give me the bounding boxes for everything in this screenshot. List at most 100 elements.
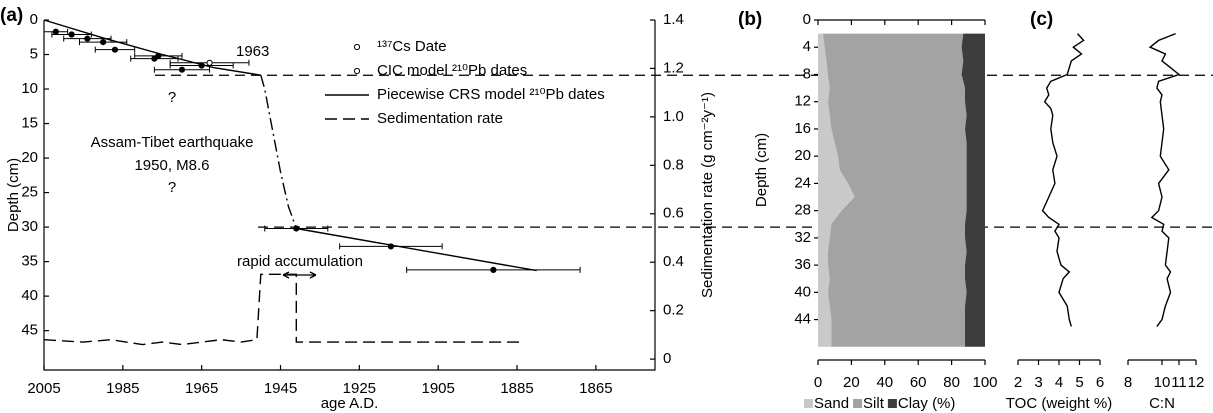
data-point bbox=[111, 46, 119, 53]
data-point bbox=[52, 28, 59, 35]
area-segment bbox=[818, 33, 855, 347]
x-tick-label: 1905 bbox=[422, 380, 455, 397]
annotation-arrow bbox=[282, 271, 317, 279]
y2-tick-label: 0.4 bbox=[663, 253, 684, 270]
y-tick-label: 30 bbox=[21, 218, 38, 235]
legend-label: Silt bbox=[863, 395, 885, 412]
legend-swatch bbox=[804, 399, 813, 408]
x-tick-label: 1965 bbox=[185, 380, 218, 397]
y-tick-label: 32 bbox=[794, 229, 811, 246]
x-tick-label: 1945 bbox=[264, 380, 297, 397]
y-tick-label: 25 bbox=[21, 184, 38, 201]
data-line bbox=[43, 19, 537, 272]
x-tick-label: 60 bbox=[910, 374, 927, 391]
x-tick-label: 1925 bbox=[343, 380, 376, 397]
y-tick-label: 40 bbox=[21, 287, 38, 304]
x-tick-label: 40 bbox=[876, 374, 893, 391]
y2-axis-label: Sedimentation rate (g cm⁻²y⁻¹) bbox=[699, 92, 716, 298]
x-tick-label: 20 bbox=[843, 374, 860, 391]
x-tick-label: 12 bbox=[1188, 374, 1205, 391]
panel-label: (b) bbox=[738, 9, 762, 30]
legend-marker bbox=[353, 67, 361, 75]
panel-label: (a) bbox=[0, 5, 23, 26]
legend-label: Clay (%) bbox=[898, 395, 956, 412]
y2-tick-label: 1.0 bbox=[663, 108, 684, 125]
y-tick-label: 15 bbox=[21, 115, 38, 132]
x-tick-label: 3 bbox=[1034, 374, 1042, 391]
x-tick-label: 80 bbox=[943, 374, 960, 391]
legend-marker bbox=[353, 43, 361, 51]
y-tick-label: 20 bbox=[794, 147, 811, 164]
legend-swatch bbox=[853, 399, 863, 408]
legend-label: ¹³⁷Cs Date bbox=[377, 38, 447, 55]
data-point bbox=[68, 31, 75, 38]
x-tick-label: 1885 bbox=[500, 380, 533, 397]
x-axis-label: TOC (weight %) bbox=[1006, 395, 1112, 412]
data-point bbox=[100, 38, 107, 46]
y2-tick-label: 1.2 bbox=[663, 59, 684, 76]
x-tick-label: 6 bbox=[1096, 374, 1104, 391]
y2-tick-label: 0.8 bbox=[663, 156, 684, 173]
y-tick-label: 5 bbox=[30, 45, 38, 62]
y-tick-label: 12 bbox=[794, 93, 811, 110]
y2-tick-label: 0 bbox=[663, 350, 671, 367]
annotation: ? bbox=[168, 179, 176, 196]
x-tick-label: 100 bbox=[972, 374, 997, 391]
y2-tick-label: 0.6 bbox=[663, 205, 684, 222]
profile-line bbox=[1148, 32, 1181, 327]
data-point bbox=[178, 66, 186, 73]
legend-label: Piecewise CRS model ²¹⁰Pb dates bbox=[377, 86, 605, 103]
x-axis-label: C:N bbox=[1149, 395, 1175, 412]
x-tick-label: 0 bbox=[814, 374, 822, 391]
data-point bbox=[84, 35, 91, 42]
legend-swatch bbox=[887, 399, 897, 408]
legend-label: Sand bbox=[814, 395, 849, 412]
panel-label: (c) bbox=[1030, 9, 1053, 30]
legend-label: Sedimentation rate bbox=[377, 110, 503, 127]
y-tick-label: 8 bbox=[803, 65, 811, 82]
data-point bbox=[490, 266, 497, 274]
x-tick-label: 10 bbox=[1154, 374, 1171, 391]
x-tick-label: 5 bbox=[1075, 374, 1083, 391]
y-tick-label: 20 bbox=[21, 149, 38, 166]
x-axis-label: age A.D. bbox=[321, 395, 379, 412]
annotation: rapid accumulation bbox=[237, 253, 363, 270]
y-tick-label: 16 bbox=[794, 120, 811, 137]
y-tick-label: 28 bbox=[794, 202, 811, 219]
x-tick-label: 1865 bbox=[579, 380, 612, 397]
y-axis-label: Depth (cm) bbox=[753, 133, 770, 207]
data-line bbox=[43, 273, 525, 346]
y-axis-label: Depth (cm) bbox=[5, 158, 22, 232]
axis-frame bbox=[43, 20, 656, 371]
y-tick-label: 45 bbox=[21, 322, 38, 339]
data-point bbox=[206, 59, 213, 66]
profile-line bbox=[1041, 33, 1085, 327]
y2-tick-label: 0.2 bbox=[663, 302, 684, 319]
x-tick-label: 11 bbox=[1171, 374, 1187, 391]
y-tick-label: 40 bbox=[794, 283, 811, 300]
annotation: 1963 bbox=[236, 43, 269, 60]
area-segment bbox=[823, 33, 967, 347]
x-tick-label: 4 bbox=[1055, 374, 1063, 391]
y-tick-label: 36 bbox=[794, 256, 811, 273]
area-segment bbox=[961, 33, 985, 347]
x-tick-label: 8 bbox=[1124, 374, 1132, 391]
y-tick-label: 0 bbox=[30, 11, 38, 28]
y-tick-label: 24 bbox=[794, 174, 811, 191]
annotation: Assam-Tibet earthquake bbox=[91, 134, 254, 151]
y-tick-label: 44 bbox=[794, 311, 811, 328]
y2-tick-label: 1.4 bbox=[663, 11, 684, 28]
legend-label: CIC model ²¹⁰Pb dates bbox=[377, 62, 527, 79]
y-tick-label: 4 bbox=[803, 38, 811, 55]
y-tick-label: 35 bbox=[21, 253, 38, 270]
annotation: 1950, M8.6 bbox=[134, 157, 209, 174]
annotation: ? bbox=[168, 89, 176, 106]
data-line bbox=[260, 75, 297, 229]
y-tick-label: 0 bbox=[803, 11, 811, 28]
x-tick-label: 2 bbox=[1014, 374, 1022, 391]
y-tick-label: 10 bbox=[21, 80, 38, 97]
x-tick-label: 2005 bbox=[27, 380, 60, 397]
x-tick-label: 1985 bbox=[106, 380, 139, 397]
